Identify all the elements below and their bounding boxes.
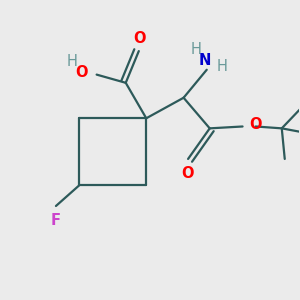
Text: F: F: [50, 213, 60, 228]
Text: O: O: [181, 166, 194, 181]
Text: O: O: [76, 65, 88, 80]
Text: H: H: [67, 54, 78, 69]
Text: H: H: [217, 59, 228, 74]
Text: O: O: [133, 31, 146, 46]
Text: N: N: [199, 53, 211, 68]
Text: O: O: [249, 117, 262, 132]
Text: H: H: [191, 42, 202, 57]
